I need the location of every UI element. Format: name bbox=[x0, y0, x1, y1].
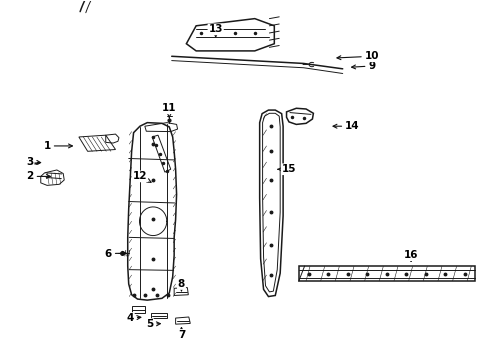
Text: 3: 3 bbox=[26, 157, 41, 167]
Text: 4: 4 bbox=[126, 313, 141, 323]
Text: 16: 16 bbox=[404, 250, 418, 261]
Text: 7: 7 bbox=[178, 328, 185, 340]
Text: 13: 13 bbox=[208, 24, 223, 37]
Text: 8: 8 bbox=[178, 279, 185, 291]
Text: 6: 6 bbox=[104, 248, 126, 258]
Text: 14: 14 bbox=[333, 121, 360, 131]
Text: 1: 1 bbox=[44, 141, 73, 151]
Text: 5: 5 bbox=[146, 319, 160, 329]
Text: 10: 10 bbox=[337, 51, 379, 61]
Text: 12: 12 bbox=[133, 171, 151, 182]
Text: 2: 2 bbox=[26, 171, 50, 181]
Text: 15: 15 bbox=[278, 164, 296, 174]
Text: 9: 9 bbox=[352, 61, 376, 71]
Text: 11: 11 bbox=[162, 103, 176, 117]
